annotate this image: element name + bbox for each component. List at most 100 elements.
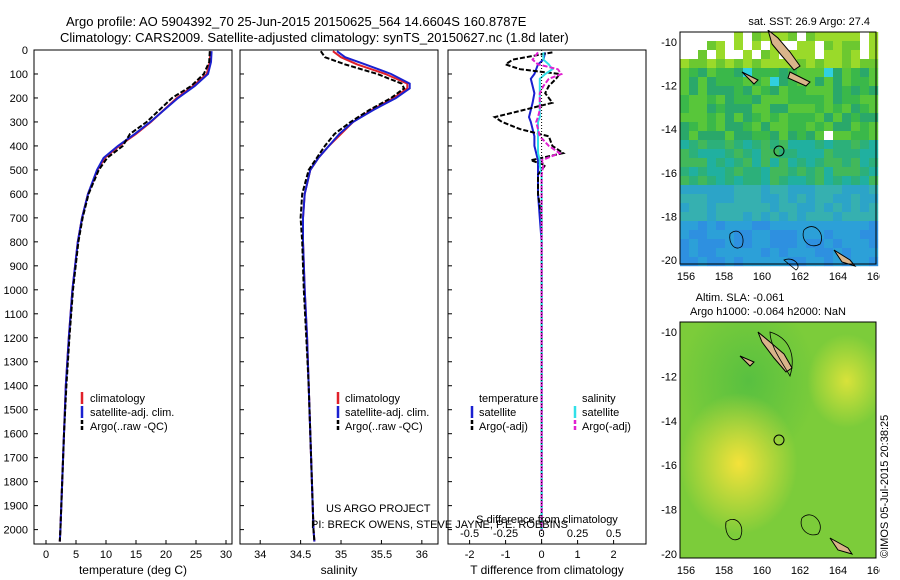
sst-cell xyxy=(797,41,807,51)
depth-tick-label: 300 xyxy=(10,117,28,129)
sst-cell xyxy=(734,86,744,96)
map-x-tick-label: 158 xyxy=(715,271,733,283)
sst-cell xyxy=(851,176,861,186)
sst-cell xyxy=(851,221,861,231)
sst-cell xyxy=(716,95,726,105)
sst-cell xyxy=(689,248,699,258)
sst-cell xyxy=(860,50,870,60)
sst-cell xyxy=(779,203,789,213)
sst-cell xyxy=(869,86,879,96)
sst-cell xyxy=(860,68,870,78)
sst-cell xyxy=(851,86,861,96)
diff-xlabel: T difference from climatology xyxy=(470,563,624,577)
sst-cell xyxy=(824,59,834,69)
sst-cell xyxy=(680,185,690,195)
sst-cell xyxy=(833,167,843,177)
sst-cell xyxy=(752,203,762,213)
sst-cell xyxy=(707,86,717,96)
sst-cell xyxy=(761,212,771,222)
sst-cell xyxy=(734,212,744,222)
sst-cell xyxy=(689,140,699,150)
sst-cell xyxy=(743,140,753,150)
sst-cell xyxy=(707,41,717,51)
sst-cell xyxy=(842,149,852,159)
sst-cell xyxy=(806,104,816,114)
sst-cells xyxy=(680,32,879,267)
sst-cell xyxy=(725,32,735,42)
contour xyxy=(769,331,793,378)
map-x-tick-label: 166 xyxy=(867,565,880,577)
depth-tick-label: 1700 xyxy=(4,453,28,465)
sst-cell xyxy=(869,149,879,159)
sst-cell xyxy=(851,149,861,159)
island xyxy=(741,71,759,85)
sst-cell xyxy=(824,41,834,51)
depth-tick-label: 100 xyxy=(10,69,28,81)
sst-cell xyxy=(788,77,798,87)
sst-cell xyxy=(689,221,699,231)
sst-cell xyxy=(788,248,798,258)
sst-cell xyxy=(752,140,762,150)
map-y-tick-label: -10 xyxy=(661,327,677,339)
sst-cell xyxy=(689,77,699,87)
sst-cell xyxy=(779,230,789,240)
sst-cell xyxy=(707,32,717,42)
sst-cell xyxy=(743,32,753,42)
sst-cell xyxy=(860,104,870,114)
sst-cell xyxy=(698,59,708,69)
sst-cell xyxy=(725,194,735,204)
sst-cell xyxy=(851,194,861,204)
sst-cell xyxy=(869,41,879,51)
sst-cell xyxy=(779,194,789,204)
sst-cell xyxy=(779,86,789,96)
sst-cell xyxy=(788,194,798,204)
sst-cell xyxy=(770,59,780,69)
sst-cell xyxy=(833,104,843,114)
sst-cell xyxy=(851,185,861,195)
sst-cell xyxy=(851,59,861,69)
sst-cell xyxy=(824,122,834,132)
sst-cell xyxy=(851,167,861,177)
sst-cell xyxy=(770,194,780,204)
sst-cell xyxy=(743,194,753,204)
x-tick-label: 0 xyxy=(539,549,545,561)
sst-cell xyxy=(761,149,771,159)
sst-cell xyxy=(869,167,879,177)
title-line2: Climatology: CARS2009. Satellite-adjuste… xyxy=(60,30,569,45)
sst-cell xyxy=(842,185,852,195)
sst-cell xyxy=(833,230,843,240)
sst-cell xyxy=(725,95,735,105)
sst-cell xyxy=(869,140,879,150)
sst-cell xyxy=(806,140,816,150)
sst-cell xyxy=(680,86,690,96)
sst-cell xyxy=(833,131,843,141)
island xyxy=(787,71,811,87)
sst-cell xyxy=(842,50,852,60)
sst-cell xyxy=(824,113,834,123)
sst-cell xyxy=(743,59,753,69)
sst-cell xyxy=(716,158,726,168)
sst-cell xyxy=(815,86,825,96)
sst-cell xyxy=(743,95,753,105)
temp-x-axis: 0 5 10 15 20 25 30 xyxy=(43,540,232,561)
sst-cell xyxy=(734,122,744,132)
sst-cell xyxy=(770,113,780,123)
sst-cell xyxy=(761,221,771,231)
sst-cell xyxy=(770,140,780,150)
sst-cell xyxy=(833,122,843,132)
sst-cell xyxy=(707,149,717,159)
sst-cell xyxy=(869,104,879,114)
sst-cell xyxy=(752,257,762,267)
sst-cell xyxy=(752,230,762,240)
sst-cell xyxy=(734,203,744,213)
sst-cell xyxy=(779,59,789,69)
sst-cell xyxy=(689,185,699,195)
sst-cell xyxy=(734,239,744,249)
sst-cell xyxy=(824,32,834,42)
sst-cell xyxy=(797,257,807,267)
sst-cell xyxy=(752,185,762,195)
sst-cell xyxy=(743,212,753,222)
sst-cell xyxy=(860,185,870,195)
sst-cell xyxy=(842,203,852,213)
sst-x-axis: 156 158 160 162 164 166 xyxy=(677,271,880,283)
